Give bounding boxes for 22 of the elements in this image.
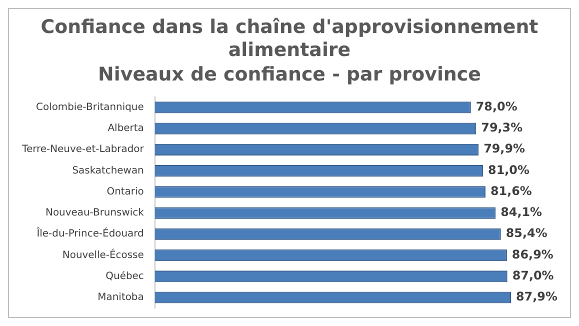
data-label: 81,6% xyxy=(490,184,532,198)
y-tick-label: Québec xyxy=(106,270,144,282)
y-tick-label: Manitoba xyxy=(98,292,144,304)
data-label: 79,9% xyxy=(484,142,526,156)
data-label: 85,4% xyxy=(506,226,548,240)
data-label: 79,3% xyxy=(481,120,523,135)
data-label: 86,9% xyxy=(512,247,554,262)
y-tick-label: Saskatchewan xyxy=(72,165,144,176)
data-label: 81,0% xyxy=(488,162,530,177)
y-tick-label: Ontario xyxy=(106,186,144,198)
y-tick-label: Terre-Neuve-et-Labrador xyxy=(21,144,145,156)
data-label: 87,0% xyxy=(512,268,554,282)
data-label: 84,1% xyxy=(500,205,542,220)
y-tick-label: Alberta xyxy=(108,123,144,134)
chart-title: Confiance dans la chaîne d'approvisionnement alimentaire xyxy=(40,16,538,61)
chart-subtitle: Niveaux de confiance - par province xyxy=(98,64,481,86)
y-tick-label: Nouvelle-Écosse xyxy=(62,248,144,261)
y-tick-label: Colombie-Britannique xyxy=(36,102,144,113)
data-label: 78,0% xyxy=(476,100,518,114)
y-tick-label: Nouveau-Brunswick xyxy=(46,208,144,219)
y-tick-label: Île-du-Prince-Édouard xyxy=(36,226,144,240)
data-label: 87,9% xyxy=(516,290,558,304)
